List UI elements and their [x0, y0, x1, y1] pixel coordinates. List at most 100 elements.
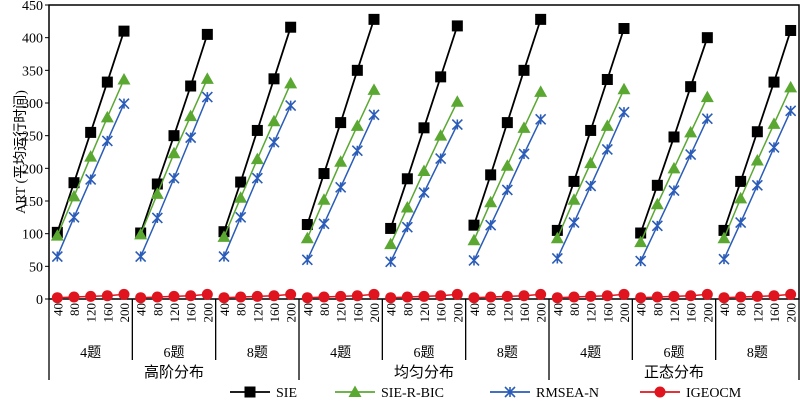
square-marker	[118, 25, 130, 37]
x-tick-label: 120	[167, 303, 182, 323]
x-marker	[335, 181, 347, 193]
circle-marker	[435, 290, 447, 302]
square-marker	[301, 219, 313, 231]
triangle-marker	[117, 72, 131, 85]
triangle-marker	[234, 191, 248, 203]
square-marker	[235, 176, 247, 188]
triangle-marker	[100, 110, 114, 123]
y-axis-title: ART (平均运行时间)	[13, 90, 29, 214]
triangle-marker	[167, 146, 181, 159]
square-marker	[468, 219, 480, 231]
triangle-marker	[584, 156, 598, 169]
x-distribution-label: 均匀分布	[394, 364, 454, 381]
x-tick-label: 40	[217, 303, 232, 316]
square-marker	[568, 175, 580, 187]
x-tick-label: 120	[84, 303, 99, 323]
triangle-marker	[500, 159, 514, 171]
x-tick-label: 160	[684, 303, 699, 323]
triangle-marker	[400, 201, 414, 213]
x-marker	[551, 252, 563, 265]
x-marker	[418, 186, 430, 199]
triangle-marker	[467, 233, 481, 246]
x-tick-label: 200	[284, 303, 299, 323]
x-marker	[285, 100, 297, 112]
x-group-label: 8题	[747, 346, 768, 361]
x-tick-label: 80	[67, 303, 82, 316]
x-tick-label: 200	[200, 303, 215, 323]
square-marker	[551, 224, 563, 236]
x-group-label: 4题	[80, 346, 101, 361]
circle-marker	[101, 290, 113, 302]
circle-marker	[301, 292, 313, 304]
square-marker	[335, 117, 347, 129]
circle-marker	[468, 292, 480, 304]
x-marker	[451, 118, 463, 131]
x-marker	[68, 211, 80, 223]
circle-marker	[418, 290, 430, 302]
square-marker	[485, 169, 497, 181]
x-group-label: 8题	[247, 346, 268, 361]
triangle-marker	[300, 231, 314, 244]
x-marker	[168, 172, 180, 184]
circle-marker	[618, 288, 630, 300]
circle-marker	[685, 290, 697, 302]
circle-marker	[568, 291, 580, 303]
x-marker	[751, 179, 763, 191]
x-marker	[535, 113, 547, 125]
legend: SIE SIE-R-BIC RMSEA-N IGEOCM	[230, 385, 742, 401]
x-marker	[435, 152, 447, 165]
plot-border	[48, 4, 800, 300]
x-tick-label: 200	[617, 303, 632, 323]
triangle-marker	[750, 153, 764, 166]
x-marker	[201, 91, 213, 103]
x-tick-label: 120	[417, 303, 432, 323]
triangle-marker	[417, 164, 431, 176]
triangle-marker	[267, 114, 281, 127]
circle-marker	[501, 290, 513, 302]
square-marker	[435, 71, 447, 83]
series-rmsea-n	[51, 91, 797, 268]
x-marker	[618, 106, 630, 118]
triangle-marker	[784, 80, 798, 93]
triangle-marker	[684, 125, 698, 138]
x-group-label: 4题	[330, 346, 351, 361]
x-tick-label: 160	[434, 303, 449, 323]
circle-marker	[485, 291, 497, 303]
triangle-marker	[200, 72, 214, 84]
triangle-marker	[717, 231, 731, 244]
x-tick-label: 120	[334, 303, 349, 323]
x-marker	[685, 149, 697, 161]
triangle-marker	[650, 197, 664, 210]
circle-marker	[68, 291, 80, 303]
x-tick-label: 40	[467, 303, 482, 316]
circle-marker	[735, 291, 747, 303]
square-marker	[285, 21, 297, 33]
legend-item: SIE	[230, 386, 297, 401]
x-marker	[301, 254, 313, 266]
x-marker	[768, 141, 780, 153]
y-tick-label: 300	[22, 97, 43, 112]
x-tick-label: 160	[184, 303, 199, 323]
x-tick-label: 160	[767, 303, 782, 323]
y-tick-label: 450	[22, 0, 43, 14]
x-marker	[151, 212, 163, 224]
y-axis-title-group: ART (平均运行时间)	[13, 90, 29, 214]
x-tick-label: 80	[317, 303, 332, 316]
square-marker	[418, 122, 430, 134]
y-tick-label: 400	[22, 32, 43, 47]
circle-marker	[151, 291, 163, 303]
x-tick-label: 200	[117, 303, 132, 323]
x-tick-label: 80	[734, 303, 749, 316]
circle-marker	[168, 290, 180, 302]
x-tick-label: 120	[750, 303, 765, 323]
triangle-marker	[367, 83, 381, 95]
square-marker	[735, 175, 747, 187]
square-marker	[201, 28, 213, 40]
circle-marker	[668, 290, 680, 302]
y-tick-label: 100	[22, 228, 43, 243]
square-marker	[601, 73, 613, 85]
legend-label: SIE	[276, 386, 297, 401]
square-marker	[668, 131, 680, 143]
circle-marker	[51, 292, 63, 304]
